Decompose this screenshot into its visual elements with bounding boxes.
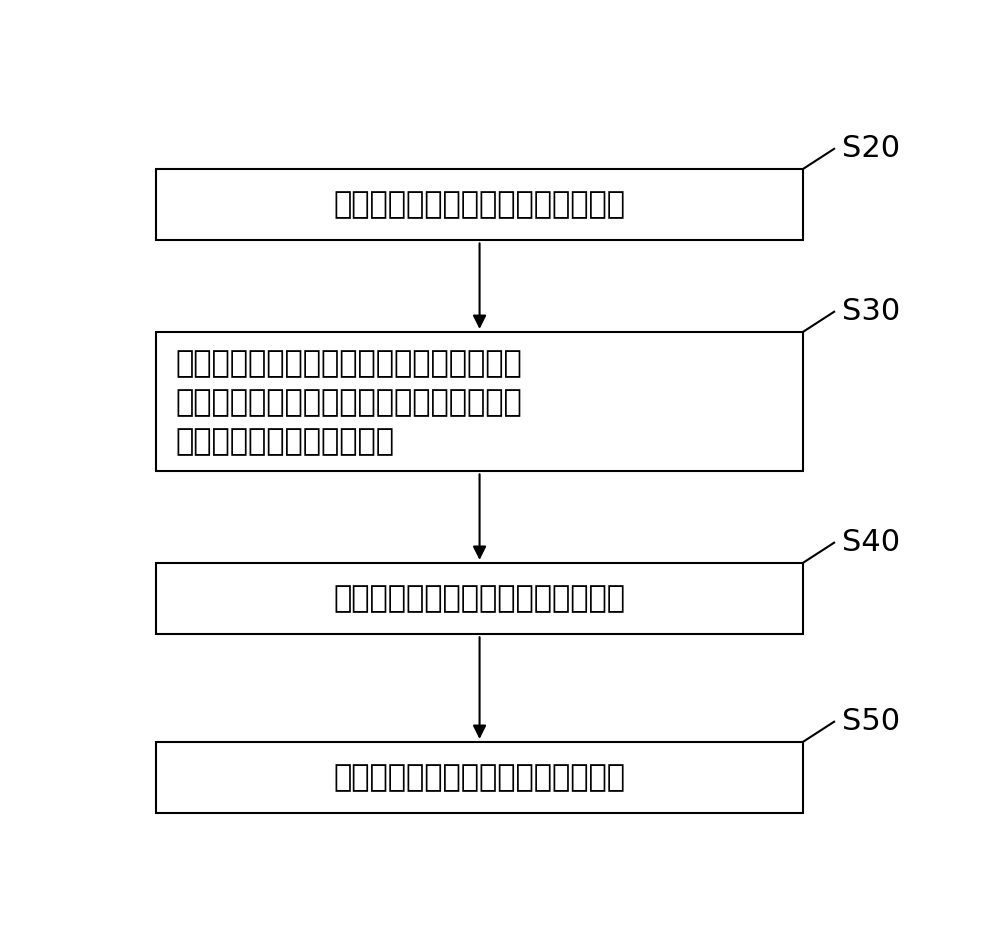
Bar: [156, 169, 803, 241]
Bar: [156, 563, 803, 634]
Text: 在硅片基底背面制备第一氮氧化硅层: 在硅片基底背面制备第一氮氧化硅层: [334, 191, 626, 219]
Text: 层氮化硅膜组成的氮化硅层: 层氮化硅膜组成的氮化硅层: [175, 427, 394, 456]
Text: S40: S40: [842, 528, 900, 557]
Text: 在第二氮氧化硅层之上制备氧化硅层: 在第二氮氧化硅层之上制备氧化硅层: [334, 764, 626, 792]
Text: S30: S30: [842, 298, 900, 326]
Text: 降低的至少两层氮化硅膜，以形成由至少两: 降低的至少两层氮化硅膜，以形成由至少两: [175, 388, 522, 418]
Text: 在氮化硅层之上制备第二氮氧化硅层: 在氮化硅层之上制备第二氮氧化硅层: [334, 584, 626, 613]
Text: 在第一氮氧化硅层之上依次制备折射率逐渐: 在第一氮氧化硅层之上依次制备折射率逐渐: [175, 350, 522, 379]
Text: S50: S50: [842, 707, 900, 737]
Bar: [156, 742, 803, 814]
Text: S20: S20: [842, 134, 900, 164]
Bar: [156, 332, 803, 472]
